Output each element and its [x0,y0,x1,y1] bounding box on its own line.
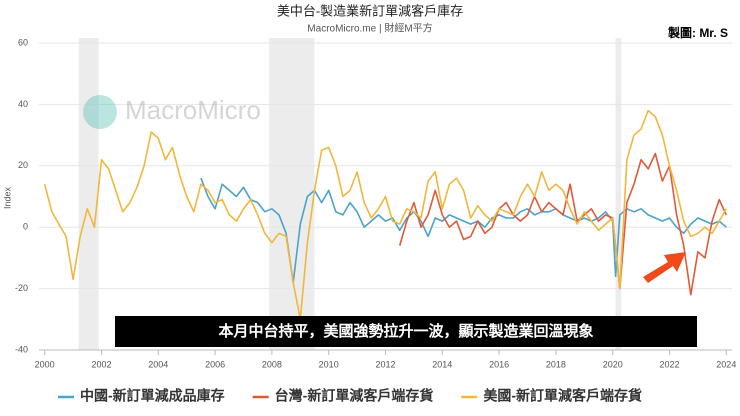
plot-area: -40 -20 0 20 40 60 2000 2002 2004 2006 2008 2010 201… [15,37,736,369]
y-tick-label: 60 [18,37,28,47]
legend-label: 台灣-新訂單減客戶端存貨 [275,388,434,404]
y-tick-label: 0 [23,222,28,232]
x-tick-label: 2012 [375,359,395,369]
watermark-text: MacroMicro [125,95,261,125]
x-tick-label: 2022 [660,359,680,369]
credit: 製圖: Mr. S [667,25,728,40]
annotation: 本月中台持平，美國強勢拉升一波，顯示製造業回溫現象 [218,322,593,340]
chart-subtitle: MacroMicro.me | 財經M平方 [307,22,432,35]
legend: 中國-新訂單減成品庫存 台灣-新訂單減客戶端存貨 美國-新訂單減客戶端存貨 [58,388,642,404]
x-tick-label: 2002 [91,359,111,369]
x-tick-label: 2006 [205,359,225,369]
y-axis-label: Index [2,186,12,209]
annotation-box [115,316,697,347]
x-tick-label: 2016 [489,359,509,369]
shaded-period [78,38,99,350]
y-tick-label: 20 [18,160,28,170]
x-tick-label: 2000 [35,359,55,369]
series-line [398,152,728,296]
legend-label: 中國-新訂單減成品庫存 [80,388,225,404]
x-tick-label: 2008 [262,359,282,369]
shaded-period [269,38,315,350]
arrow [643,252,686,283]
x-tick-label: 2020 [603,359,623,369]
y-tick-label: -40 [15,344,28,354]
watermark-logo [83,95,117,129]
x-tick-label: 2010 [319,359,339,369]
x-tick-label: 2014 [432,359,452,369]
arrow-shape [643,252,686,283]
series-line [43,109,727,321]
x-tick-label: 2024 [716,359,736,369]
shaded-period [615,38,622,350]
watermark: MacroMicro [83,95,261,129]
y-tick-label: 40 [18,99,28,109]
x-tick-label: 2018 [546,359,566,369]
y-tick-label: -20 [15,283,28,293]
x-tick-label: 2004 [148,359,168,369]
legend-label: 美國-新訂單減客戶端存貨 [483,388,642,404]
chart-title: 美中台-製造業新訂單減客戶庫存 [277,3,463,18]
